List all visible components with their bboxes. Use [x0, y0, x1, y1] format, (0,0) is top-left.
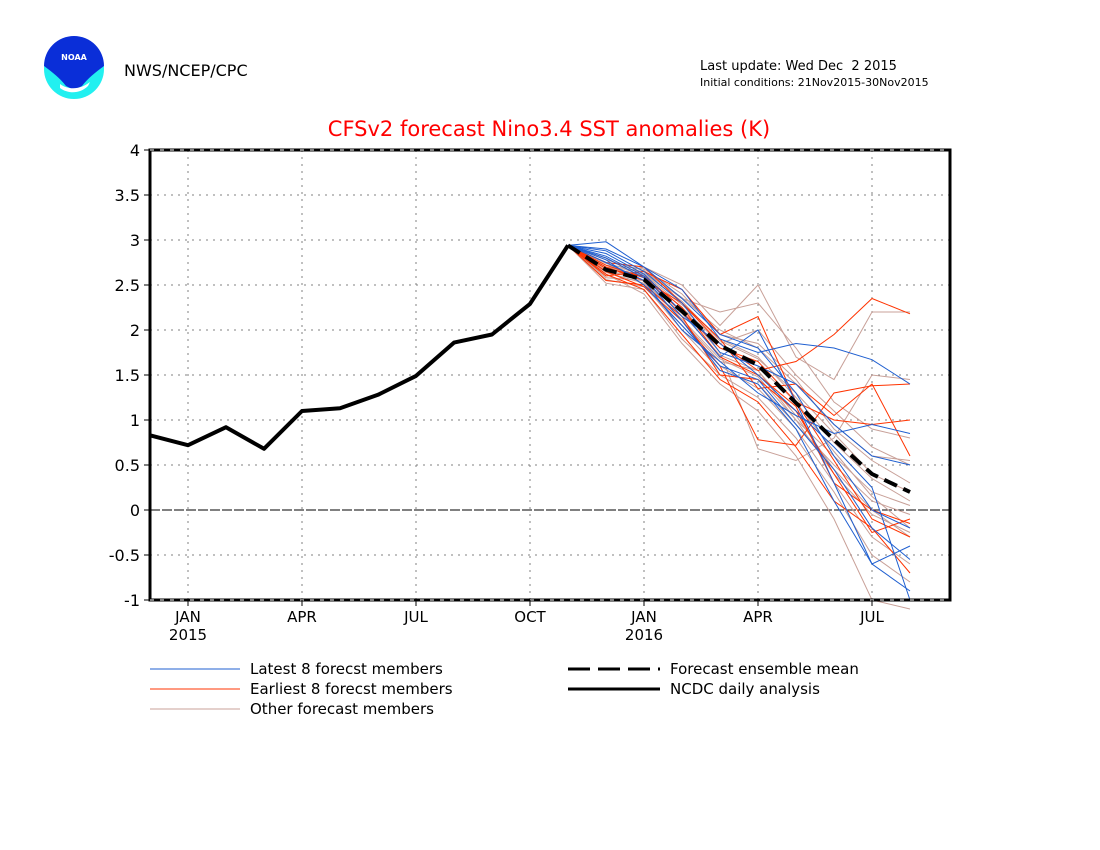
legend-label-mean: Forecast ensemble mean — [670, 660, 859, 678]
observed-line — [149, 244, 570, 451]
earliest-member-line — [567, 245, 911, 534]
y-tick-label: 2.5 — [115, 276, 140, 295]
logo-text: NOAA — [61, 53, 87, 62]
x-tick-label: APR — [287, 608, 317, 626]
y-tick-label: 1.5 — [115, 366, 140, 385]
y-tick-label: 4 — [130, 141, 140, 160]
x-tick-label: JAN — [630, 608, 657, 626]
x-tick-label: APR — [743, 608, 773, 626]
latest-members — [567, 241, 911, 601]
earliest-members — [567, 244, 911, 574]
latest-member-line — [567, 244, 911, 592]
other-member-line — [567, 245, 911, 583]
other-member-line — [567, 244, 911, 439]
latest-member-line — [567, 244, 911, 529]
x-tick-label: JUL — [403, 608, 428, 626]
latest-member-line — [567, 244, 911, 565]
last-update-label: Last update: Wed Dec 2 2015 — [700, 59, 897, 74]
legend-label-other: Other forecast members — [250, 700, 434, 718]
ensemble-mean-line — [566, 243, 911, 494]
legend: Latest 8 forecst members Earliest 8 forec… — [150, 660, 859, 718]
y-tick-label: 1 — [130, 411, 140, 430]
other-member-line — [567, 244, 911, 533]
other-member-line — [567, 244, 911, 462]
y-tick-label: 3.5 — [115, 186, 140, 205]
latest-member-line — [567, 244, 911, 601]
y-tick-label: 2 — [130, 321, 140, 340]
other-member-line — [567, 244, 911, 461]
latest-member-line — [567, 244, 911, 560]
latest-member-line — [567, 244, 911, 435]
agency-label: NWS/NCEP/CPC — [124, 61, 248, 80]
initial-conditions-label: Initial conditions: 21Nov2015-30Nov2015 — [700, 76, 929, 89]
x-tick-label: JUL — [859, 608, 884, 626]
x-tick-label: JAN — [174, 608, 201, 626]
noaa-logo-icon: NOAA — [44, 36, 104, 99]
grid — [150, 150, 950, 600]
earliest-member-line — [567, 244, 911, 446]
latest-member-line — [567, 241, 911, 385]
earliest-member-line — [567, 244, 911, 457]
y-tick-label: 0.5 — [115, 456, 140, 475]
x-tick-label: OCT — [514, 608, 546, 626]
other-member-line — [567, 245, 911, 610]
y-tick-label: 3 — [130, 231, 140, 250]
earliest-member-line — [567, 244, 911, 524]
legend-label-observed: NCDC daily analysis — [670, 680, 820, 698]
x-tick-year-label: 2016 — [625, 626, 663, 644]
y-tick-label: -0.5 — [109, 546, 140, 565]
main-series — [149, 243, 911, 494]
legend-label-latest: Latest 8 forecst members — [250, 660, 443, 678]
chart-title: CFSv2 forecast Nino3.4 SST anomalies (K) — [328, 117, 770, 141]
y-tick-label: -1 — [124, 591, 140, 610]
legend-label-earliest: Earliest 8 forecst members — [250, 680, 453, 698]
earliest-member-line — [567, 245, 911, 574]
x-tick-year-label: 2015 — [169, 626, 207, 644]
other-member-line — [567, 245, 911, 565]
y-tick-label: 0 — [130, 501, 140, 520]
